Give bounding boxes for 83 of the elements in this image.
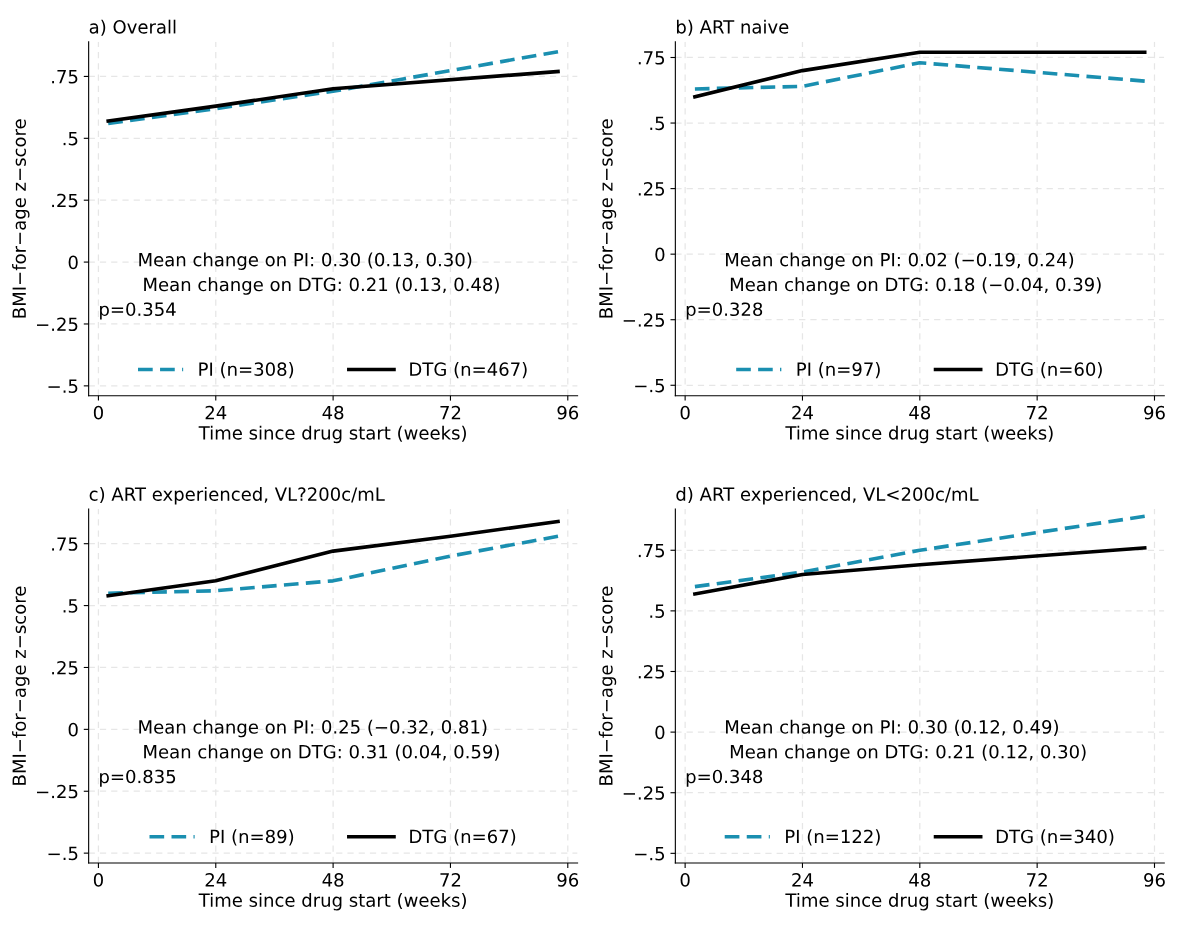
annotation: Mean change on PI: 0.30 (0.13, 0.30) — [139, 252, 472, 270]
legend-label: PI (n=308) — [199, 362, 294, 379]
x-tick-label: 48 — [909, 873, 931, 887]
chart-title: d) ART experienced, VL<200c/mL — [676, 486, 979, 505]
x-tick-label: 24 — [792, 405, 813, 420]
line-series — [106, 534, 560, 596]
annotation: Mean change on PI: 0.02 (−0.19, 0.24) — [726, 252, 1074, 270]
y-tick-label: .75 — [638, 51, 665, 65]
annotation: p=0.354 — [100, 302, 176, 320]
annotation: Mean change on DTG: 0.21 (0.12, 0.30) — [730, 744, 1086, 763]
line-series — [693, 60, 1147, 91]
x-tick-label: 48 — [909, 405, 931, 420]
y-tick-label: .25 — [52, 660, 78, 675]
annotation: p=0.348 — [686, 769, 763, 787]
x-tick-label: 96 — [1144, 405, 1165, 420]
x-tick-label: 96 — [557, 873, 579, 887]
legend-label: DTG (n=60) — [996, 362, 1102, 379]
x-tick-label: 0 — [680, 873, 690, 887]
chart-title: b) ART naive — [676, 19, 789, 36]
line-series — [106, 49, 560, 126]
y-tick-label: .75 — [52, 70, 78, 84]
x-axis-title: Time since drug start (weeks) — [198, 425, 466, 444]
y-tick-label: −.25 — [37, 784, 78, 799]
legend-label: DTG (n=467) — [410, 362, 527, 379]
x-tick-label: 96 — [557, 405, 579, 420]
x-tick-label: 0 — [93, 873, 103, 887]
x-tick-label: 72 — [1027, 873, 1047, 887]
annotation: Mean change on DTG: 0.31 (0.04, 0.59) — [144, 744, 499, 763]
chart-title: a) Overall — [89, 19, 176, 36]
line-series — [693, 546, 1147, 596]
legend-label: DTG (n=340) — [996, 829, 1114, 846]
y-tick-label: 0 — [655, 725, 665, 740]
y-axis-title: BMI−for−age z−score — [598, 586, 617, 785]
legend-label: PI (n=89) — [210, 829, 294, 846]
x-tick-label: 24 — [792, 873, 813, 887]
y-tick-label: −.25 — [623, 786, 665, 800]
annotation: Mean change on DTG: 0.21 (0.13, 0.48) — [144, 277, 499, 295]
y-tick-label: 0 — [68, 722, 78, 737]
y-tick-label: 0 — [68, 255, 78, 270]
y-axis-title: BMI−for−age z−score — [12, 119, 30, 318]
line-series — [693, 514, 1147, 589]
y-tick-label: .25 — [638, 182, 665, 196]
line-series — [106, 69, 560, 123]
x-tick-label: 72 — [1027, 405, 1047, 420]
y-axis-title: BMI−for−age z−score — [598, 119, 617, 318]
line-series — [106, 519, 560, 598]
x-tick-label: 24 — [205, 405, 227, 420]
x-axis-title: Time since drug start (weeks) — [198, 893, 466, 911]
y-tick-label: −.5 — [48, 846, 78, 861]
x-tick-label: 0 — [93, 405, 103, 420]
x-tick-label: 48 — [322, 405, 344, 420]
y-tick-label: .25 — [638, 664, 665, 679]
x-tick-label: 24 — [205, 873, 227, 887]
y-tick-label: .5 — [63, 599, 78, 613]
x-tick-label: 72 — [440, 405, 461, 420]
annotation: p=0.835 — [100, 769, 176, 787]
legend-label: DTG (n=67) — [410, 829, 516, 846]
x-tick-label: 96 — [1144, 873, 1165, 887]
x-axis-title: Time since drug start (weeks) — [785, 893, 1053, 911]
x-tick-label: 48 — [322, 873, 344, 887]
y-tick-label: .5 — [63, 132, 78, 146]
annotation: p=0.328 — [686, 302, 763, 320]
x-tick-label: 0 — [680, 405, 690, 420]
y-tick-label: .25 — [52, 193, 78, 208]
y-tick-label: .75 — [638, 543, 665, 558]
y-tick-label: −.5 — [48, 379, 78, 393]
y-tick-label: .5 — [650, 116, 665, 131]
legend-label: PI (n=97) — [797, 362, 880, 379]
chart-title: c) ART experienced, VL?200c/mL — [89, 486, 385, 505]
y-tick-label: −.25 — [37, 317, 78, 332]
y-tick-label: −.5 — [635, 847, 665, 861]
x-tick-label: 72 — [440, 873, 461, 887]
y-axis-title: BMI−for−age z−score — [12, 586, 30, 785]
annotation: Mean change on DTG: 0.18 (−0.04, 0.39) — [730, 277, 1101, 295]
y-tick-label: .5 — [650, 604, 665, 618]
y-tick-label: −.25 — [623, 313, 665, 327]
y-tick-label: −.5 — [635, 378, 665, 393]
annotation: Mean change on PI: 0.30 (0.12, 0.49) — [726, 719, 1058, 738]
annotation: Mean change on PI: 0.25 (−0.32, 0.81) — [139, 719, 487, 738]
legend-label: PI (n=122) — [786, 829, 880, 846]
y-tick-label: .75 — [52, 537, 78, 551]
x-axis-title: Time since drug start (weeks) — [785, 425, 1053, 444]
y-tick-label: 0 — [655, 247, 665, 262]
